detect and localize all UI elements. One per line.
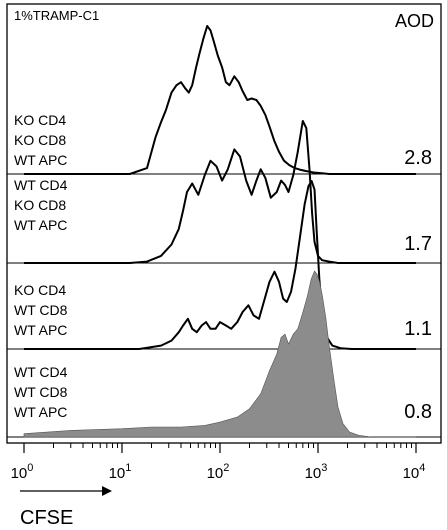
panel-label-line: WT CD8 xyxy=(14,302,68,318)
x-tick-label: 100 xyxy=(11,462,34,482)
panel-label-line: KO CD4 xyxy=(14,282,66,298)
aod-value: 0.8 xyxy=(404,401,432,423)
panel-label-line: KO CD8 xyxy=(14,197,66,213)
x-axis: 100 101 102 103 104 xyxy=(11,443,426,482)
histogram-panel-1: KO CD4 KO CD8 WT APC 2.8 xyxy=(7,25,441,175)
panel-label-line: WT APC xyxy=(14,322,67,338)
aod-value: 1.1 xyxy=(404,318,432,340)
plot-frame xyxy=(6,3,442,444)
histogram-panel-3: KO CD4 WT CD8 WT APC 1.1 xyxy=(7,180,441,350)
aod-header: AOD xyxy=(395,11,434,31)
x-tick-label: 104 xyxy=(403,462,426,482)
chart-title: 1%TRAMP-C1 xyxy=(14,8,99,23)
histogram-fill-4 xyxy=(23,270,416,438)
panel-label-line: WT APC xyxy=(14,152,67,168)
histogram-line-2 xyxy=(24,120,416,264)
panel-label-line: WT CD8 xyxy=(14,384,68,400)
x-tick-label: 102 xyxy=(207,462,230,482)
histogram-line-1 xyxy=(24,25,416,175)
aod-value: 1.7 xyxy=(404,233,432,255)
x-tick-label: 101 xyxy=(109,462,132,482)
panel-label-line: KO CD8 xyxy=(14,132,66,148)
panel-label-line: WT CD4 xyxy=(14,364,68,380)
x-axis-label: CFSE xyxy=(20,507,73,529)
histogram-panel-4: WT CD4 WT CD8 WT APC 0.8 xyxy=(7,270,441,438)
x-tick-label: 103 xyxy=(305,462,328,482)
panel-label-line: WT APC xyxy=(14,217,67,233)
panel-label-line: WT CD4 xyxy=(14,177,68,193)
histogram-line-3 xyxy=(24,180,416,350)
panel-label-line: KO CD4 xyxy=(14,112,66,128)
histogram-panel-2: WT CD4 KO CD8 WT APC 1.7 xyxy=(7,120,441,264)
panel-label-line: WT APC xyxy=(14,404,67,420)
aod-value: 2.8 xyxy=(404,147,432,169)
histogram-panels: KO CD4 KO CD8 WT APC 2.8 WT CD4 KO CD8 WT APC 1… xyxy=(7,25,441,438)
x-axis-arrow xyxy=(20,486,112,496)
